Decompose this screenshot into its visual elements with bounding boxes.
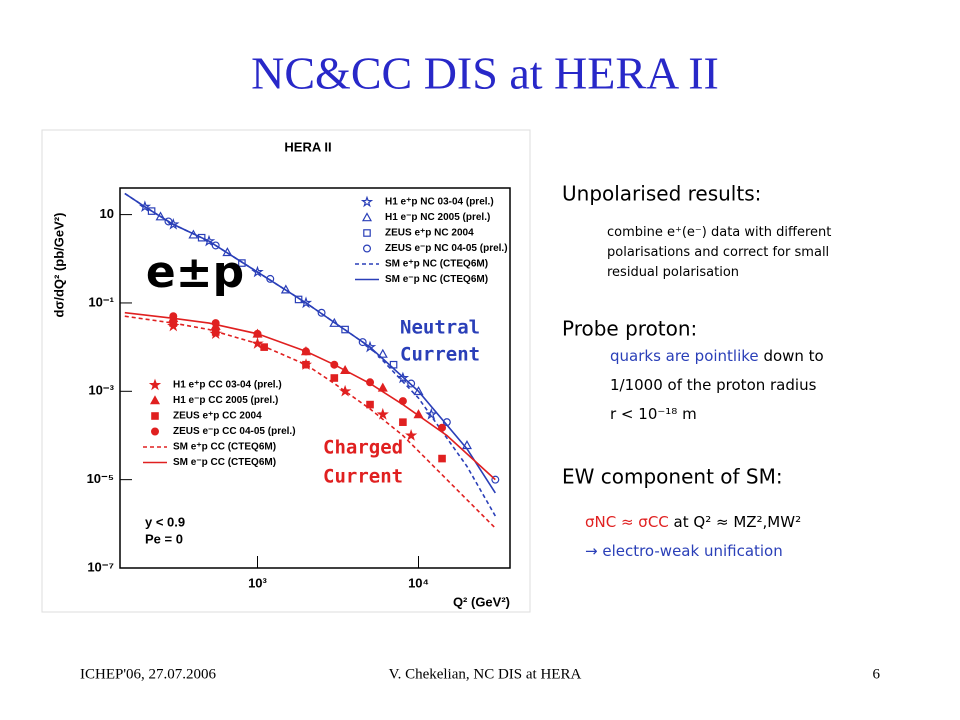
x-axis-label: Q² (GeV²) <box>453 594 510 609</box>
data-point <box>438 423 447 432</box>
data-point <box>376 407 389 420</box>
legend-label: ZEUS e⁻p NC 04-05 (prel.) <box>385 243 508 254</box>
text-segment: r < 10⁻¹⁸ m <box>610 405 697 423</box>
text-segment: 1/1000 of the proton radius <box>610 376 817 394</box>
data-point <box>211 241 220 250</box>
data-point <box>407 379 416 388</box>
y-tick-label: 10⁻⁷ <box>87 559 114 574</box>
data-point <box>302 360 310 369</box>
plot-frame <box>119 187 511 569</box>
data-point <box>317 308 326 317</box>
cut-label: y < 0.9 <box>145 514 185 529</box>
section-line: quarks are pointlike down to <box>610 347 824 365</box>
data-point <box>396 371 410 384</box>
data-point <box>491 475 500 484</box>
legend-label: SM e⁻p CC (CTEQ6M) <box>173 457 276 468</box>
data-point <box>413 386 424 396</box>
data-point <box>377 348 388 358</box>
section-heading: Unpolarised results: <box>562 182 761 206</box>
cut-label: Pe = 0 <box>145 531 183 546</box>
footer-right: 6 <box>873 666 881 682</box>
process-label: e±p <box>146 247 244 298</box>
legend-label: H1 e⁻p NC 2005 (prel.) <box>385 212 490 223</box>
legend-marker <box>149 395 161 405</box>
x-tick-label: 10³ <box>248 575 267 590</box>
legend-marker <box>363 229 371 237</box>
nc-label: Current <box>400 344 480 366</box>
data-point <box>399 418 407 426</box>
legend-marker <box>151 412 159 420</box>
data-point <box>147 207 156 215</box>
data-point <box>405 429 418 441</box>
model-curve <box>124 192 496 494</box>
legend-marker <box>361 212 373 222</box>
legend-label: SM e⁺p NC (CTEQ6M) <box>385 259 488 270</box>
legend-label: SM e⁺p CC (CTEQ6M) <box>173 442 276 453</box>
legend-label: H1 e⁺p NC 03-04 (prel.) <box>385 197 494 208</box>
section-line: → electro-weak unification <box>585 542 783 560</box>
section-heading: EW component of SM: <box>562 465 783 489</box>
legend-marker <box>151 427 160 436</box>
text-segment: combine e⁺(e⁻) data with different <box>607 225 831 240</box>
data-point <box>155 211 166 221</box>
figure-frame <box>41 129 531 613</box>
legend-label: ZEUS e⁺p NC 2004 <box>385 228 474 239</box>
legend-label: ZEUS e⁻p CC 04-05 (prel.) <box>173 426 296 437</box>
data-point <box>341 325 349 334</box>
y-axis-label: dσ/dQ² (pb/GeV²) <box>51 213 66 318</box>
y-tick-label: 10 <box>100 206 114 221</box>
text-segment: polarisations and correct for small <box>607 245 829 260</box>
data-point <box>197 233 206 242</box>
legend-label: ZEUS e⁺p CC 2004 <box>173 411 262 422</box>
footer-left: ICHEP'06, 27.07.2006 <box>80 666 217 682</box>
text-segment: residual polarisation <box>607 265 739 280</box>
section-line: polarisations and correct for small <box>607 245 829 260</box>
data-point <box>338 384 352 397</box>
cc-label: Charged <box>323 437 403 459</box>
text-segment: down to <box>763 347 823 365</box>
legend-marker <box>148 378 162 391</box>
section-line: σNC ≈ σCC at Q² ≈ MZ²,MW² <box>585 513 801 531</box>
legend-label: H1 e⁺p CC 03-04 (prel.) <box>173 380 282 391</box>
section-line: r < 10⁻¹⁸ m <box>610 405 697 423</box>
y-tick-label: 10⁻³ <box>88 383 114 398</box>
data-point <box>425 407 438 420</box>
legend-marker <box>360 195 374 208</box>
data-point <box>238 259 246 267</box>
legend-marker <box>363 244 372 253</box>
section-line: combine e⁺(e⁻) data with different <box>607 225 831 240</box>
text-segment: → electro-weak unification <box>585 542 783 560</box>
model-curve <box>124 311 496 481</box>
text-segment: at Q² ≈ MZ²,MW² <box>674 513 802 531</box>
y-tick-label: 10⁻¹ <box>88 294 114 309</box>
data-point <box>164 217 173 226</box>
data-point <box>366 400 374 409</box>
slide-title: NC&CC DIS at HERA II <box>251 48 719 99</box>
legend-label: H1 e⁻p CC 2005 (prel.) <box>173 395 278 406</box>
text-segment: quarks are pointlike <box>610 347 759 365</box>
data-point <box>330 374 339 382</box>
cc-label: Current <box>323 466 403 488</box>
model-curve <box>124 315 496 529</box>
data-point <box>329 317 340 327</box>
chart-title: HERA II <box>284 139 331 154</box>
section-heading: Probe proton: <box>562 317 697 341</box>
y-tick-label: 10⁻⁵ <box>87 471 114 486</box>
x-tick-label: 10⁴ <box>408 575 429 590</box>
nc-label: Neutral <box>400 317 480 339</box>
legend-label: SM e⁻p NC (CTEQ6M) <box>385 274 488 285</box>
section-line: 1/1000 of the proton radius <box>610 376 817 394</box>
notes: Unpolarised results: combine e⁺(e⁻) data … <box>562 182 831 560</box>
chart: HERA II Q² (GeV²) dσ/dQ² (pb/GeV²) 10³ 10⁴ 10… <box>51 139 511 609</box>
data-point <box>358 338 367 347</box>
text-segment: σNC ≈ σCC <box>585 513 669 531</box>
data-point <box>438 454 446 463</box>
section-line: residual polarisation <box>607 265 739 280</box>
footer-center: V. Chekelian, NC DIS at HERA <box>389 666 582 682</box>
